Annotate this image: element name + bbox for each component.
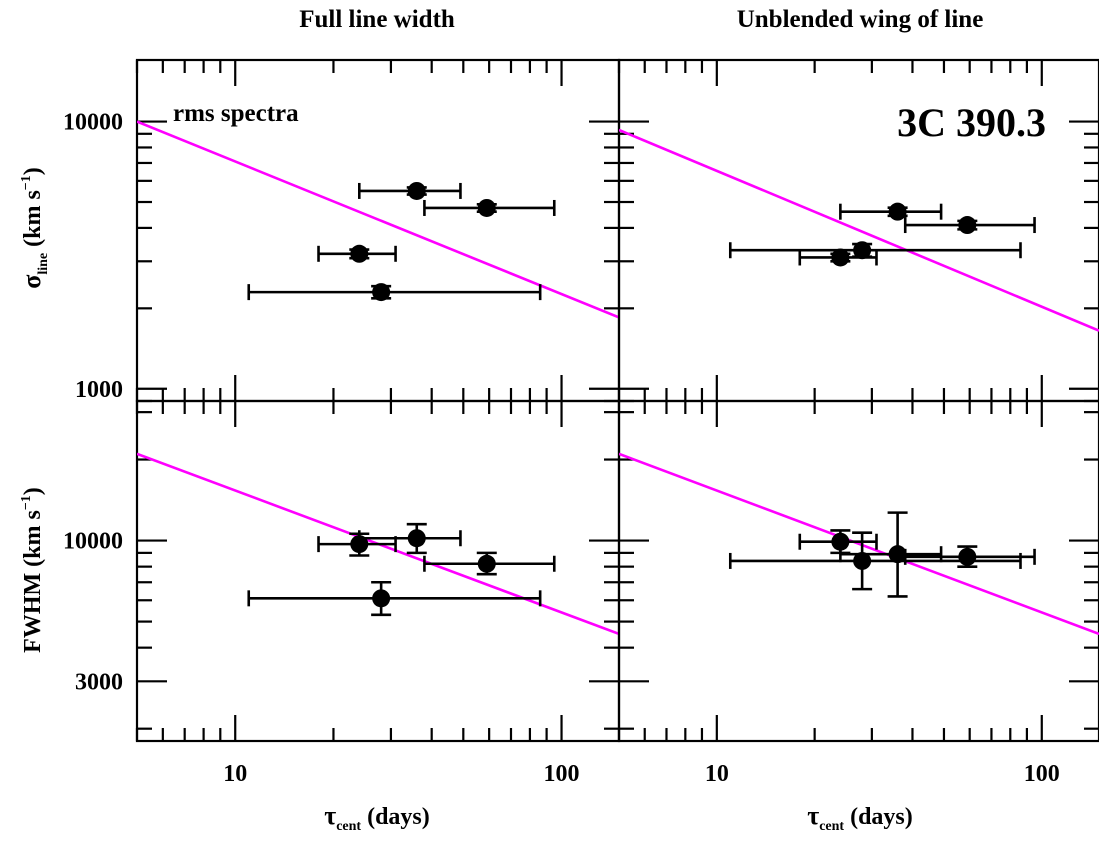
ylabel-top-main: (km s — [20, 190, 46, 253]
data-point — [477, 198, 496, 217]
xlabel-right: τcent (days) — [807, 801, 913, 834]
fit-line — [619, 452, 1099, 636]
panel-data — [619, 128, 1099, 332]
x-tick-label: 10 — [705, 761, 729, 787]
ylabel-top: σline (km s−1) — [17, 167, 51, 289]
panel-bottom-right: 10 100 — [617, 399, 1099, 787]
fit-line — [619, 128, 1099, 332]
col-title-right: Unblended wing of line — [737, 6, 984, 33]
y-tick-label: 10000 — [63, 529, 123, 555]
panel-top-right — [617, 58, 1099, 403]
ylabel-top-sup: −1 — [19, 175, 34, 190]
data-point — [958, 547, 977, 566]
fit-line — [137, 120, 619, 319]
xlabel-left-main: (days) — [361, 804, 430, 830]
object-name-label: 3C 390.3 — [897, 100, 1046, 145]
data-point — [853, 241, 872, 260]
ylabel-bottom: FWHM (km s−1) — [19, 487, 46, 653]
x-tick-label: 100 — [1024, 761, 1060, 787]
data-point — [853, 551, 872, 570]
data-point — [372, 283, 391, 302]
ylabel-bottom-base: FWHM (km s — [20, 510, 46, 653]
data-point — [407, 529, 426, 548]
panel-data — [137, 120, 619, 319]
ylabel-bottom-end: ) — [20, 487, 46, 495]
rms-spectra-label: rms spectra — [173, 100, 299, 127]
x-tick-label: 100 — [544, 761, 580, 787]
y-tick-label: 10000 — [63, 110, 123, 136]
xlabel-left-base: τ — [324, 801, 336, 830]
data-point — [958, 216, 977, 235]
data-point — [888, 202, 907, 221]
col-title-left: Full line width — [299, 6, 455, 33]
panel-frame — [617, 399, 1099, 743]
ylabel-top-sub: line — [36, 253, 51, 275]
ylabel-top-base: σ — [17, 275, 46, 289]
panel-data — [619, 452, 1099, 636]
xlabel-left: τcent (days) — [324, 801, 430, 834]
x-tick-label: 10 — [223, 761, 247, 787]
data-point — [831, 248, 850, 267]
xlabel-right-base: τ — [807, 801, 819, 830]
data-point — [477, 554, 496, 573]
plot-area: 1000 10000 3000 10000 10 100 10 100 — [63, 58, 1099, 787]
panel-data — [137, 452, 619, 636]
data-point — [372, 589, 391, 608]
panel-bottom-left: 3000 10000 10 100 — [63, 399, 621, 787]
panel-top-left: 1000 10000 — [63, 58, 621, 403]
y-tick-label: 3000 — [75, 669, 123, 695]
data-point — [831, 532, 850, 551]
y-tick-label: 1000 — [75, 377, 123, 403]
panel-frame — [135, 399, 621, 743]
data-point — [407, 181, 426, 200]
data-point — [888, 545, 907, 564]
xlabel-right-sub: cent — [819, 819, 844, 834]
xlabel-right-main: (days) — [844, 804, 913, 830]
data-point — [350, 244, 369, 263]
xlabel-left-sub: cent — [336, 819, 361, 834]
ylabel-bottom-sup: −1 — [19, 495, 34, 510]
ylabel-top-end: ) — [20, 167, 46, 175]
